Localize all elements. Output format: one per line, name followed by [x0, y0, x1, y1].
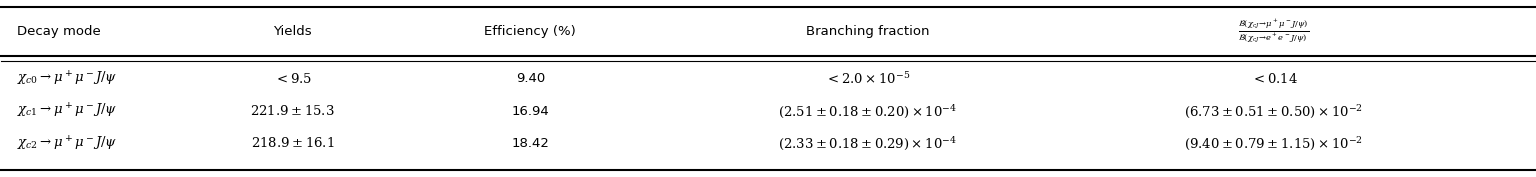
Text: Yields: Yields: [273, 24, 312, 38]
Text: $\chi_{c0} \to \mu^+\mu^- J/\psi$: $\chi_{c0} \to \mu^+\mu^- J/\psi$: [17, 70, 117, 88]
Text: $(6.73 \pm 0.51 \pm 0.50) \times 10^{-2}$: $(6.73 \pm 0.51 \pm 0.50) \times 10^{-2}…: [1184, 103, 1364, 120]
Text: $(2.33 \pm 0.18 \pm 0.29) \times 10^{-4}$: $(2.33 \pm 0.18 \pm 0.29) \times 10^{-4}…: [779, 135, 957, 152]
Text: $\frac{\mathcal{B}(\chi_{cJ}\!\to\!\mu^+\mu^-J/\psi)}{\mathcal{B}(\chi_{cJ}\!\to: $\frac{\mathcal{B}(\chi_{cJ}\!\to\!\mu^+…: [1238, 17, 1310, 45]
Text: 16.94: 16.94: [511, 105, 550, 118]
Text: 18.42: 18.42: [511, 137, 550, 150]
Text: Branching fraction: Branching fraction: [806, 24, 929, 38]
Text: $(2.51 \pm 0.18 \pm 0.20) \times 10^{-4}$: $(2.51 \pm 0.18 \pm 0.20) \times 10^{-4}…: [779, 103, 957, 120]
Text: $<9.5$: $<9.5$: [273, 72, 312, 86]
Text: $< 2.0 \times 10^{-5}$: $< 2.0 \times 10^{-5}$: [825, 71, 911, 87]
Text: $(9.40 \pm 0.79 \pm 1.15) \times 10^{-2}$: $(9.40 \pm 0.79 \pm 1.15) \times 10^{-2}…: [1184, 135, 1364, 152]
Text: $221.9 \pm 15.3$: $221.9 \pm 15.3$: [250, 104, 335, 118]
Text: $218.9 \pm 16.1$: $218.9 \pm 16.1$: [250, 136, 335, 150]
Text: 9.40: 9.40: [516, 72, 545, 85]
Text: $\chi_{c1} \to \mu^+\mu^- J/\psi$: $\chi_{c1} \to \mu^+\mu^- J/\psi$: [17, 102, 117, 120]
Text: $< 0.14$: $< 0.14$: [1250, 72, 1298, 86]
Text: Efficiency (%): Efficiency (%): [484, 24, 576, 38]
Text: Decay mode: Decay mode: [17, 24, 100, 38]
Text: $\chi_{c2} \to \mu^+\mu^- J/\psi$: $\chi_{c2} \to \mu^+\mu^- J/\psi$: [17, 134, 117, 153]
